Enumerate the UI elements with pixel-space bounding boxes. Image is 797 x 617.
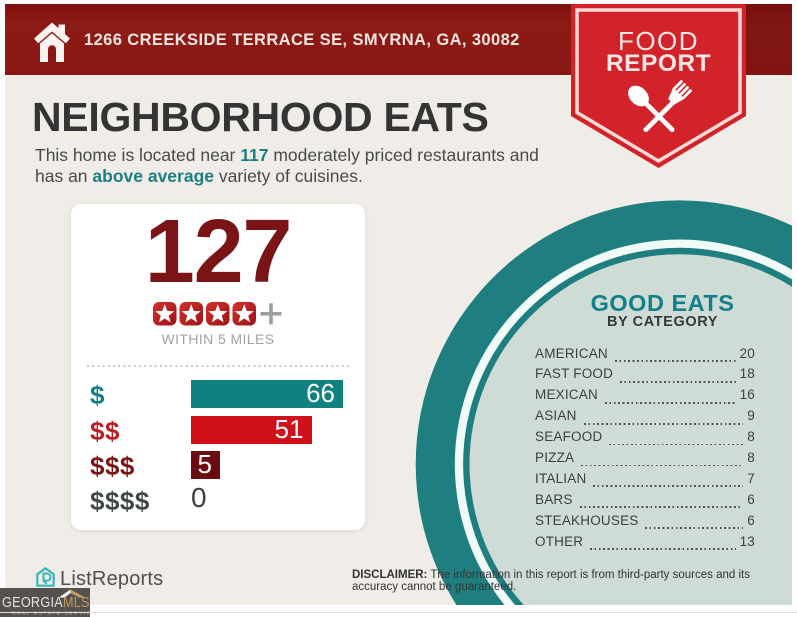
svg-text:REPORT: REPORT [606, 50, 711, 77]
svg-text:FOOD: FOOD [618, 26, 699, 56]
